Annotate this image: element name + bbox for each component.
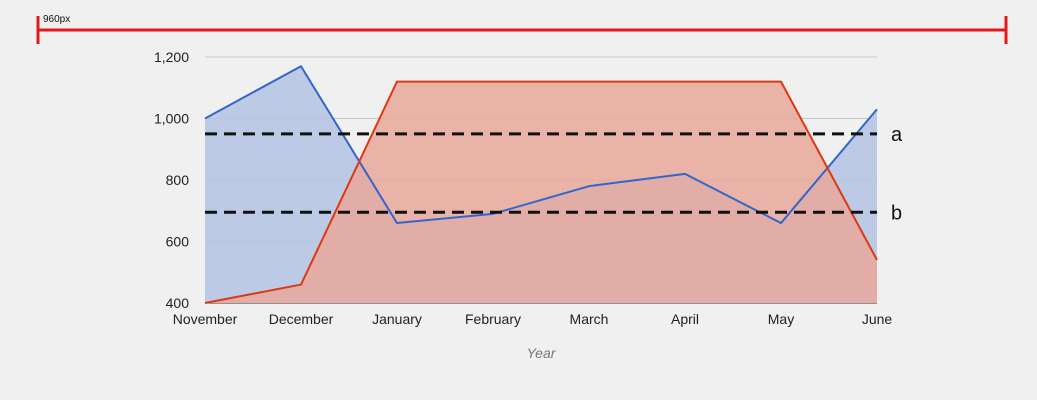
x-tick-label: May — [768, 311, 794, 327]
y-tick-label: 800 — [166, 172, 190, 188]
y-tick-label: 400 — [166, 295, 190, 311]
reference-label-b: b — [891, 202, 902, 224]
reference-lines: ab — [205, 124, 903, 224]
y-tick-label: 1,200 — [154, 49, 189, 65]
series-2-area — [205, 81, 877, 303]
series-2-line — [204, 80, 878, 304]
y-axis-ticks: 400 600 800 1,000 1,200 — [154, 49, 189, 311]
x-tick-label: June — [862, 311, 893, 327]
width-ruler: 960px — [36, 14, 1008, 44]
series-areas — [205, 66, 877, 303]
reference-label-a: a — [891, 124, 903, 146]
x-tick-label: April — [671, 311, 699, 327]
x-axis-ticks: November December January February March Apri… — [173, 311, 893, 327]
y-tick-label: 1,000 — [154, 111, 189, 127]
x-tick-label: January — [372, 311, 422, 327]
x-tick-label: November — [173, 311, 238, 327]
series-lines — [204, 65, 878, 304]
y-tick-label: 600 — [166, 234, 190, 250]
x-tick-label: February — [465, 311, 521, 327]
x-axis-title: Year — [527, 345, 557, 361]
x-tick-label: March — [570, 311, 609, 327]
ruler-label: 960px — [43, 14, 70, 25]
series-1-line — [204, 65, 878, 225]
x-tick-label: December — [269, 311, 334, 327]
